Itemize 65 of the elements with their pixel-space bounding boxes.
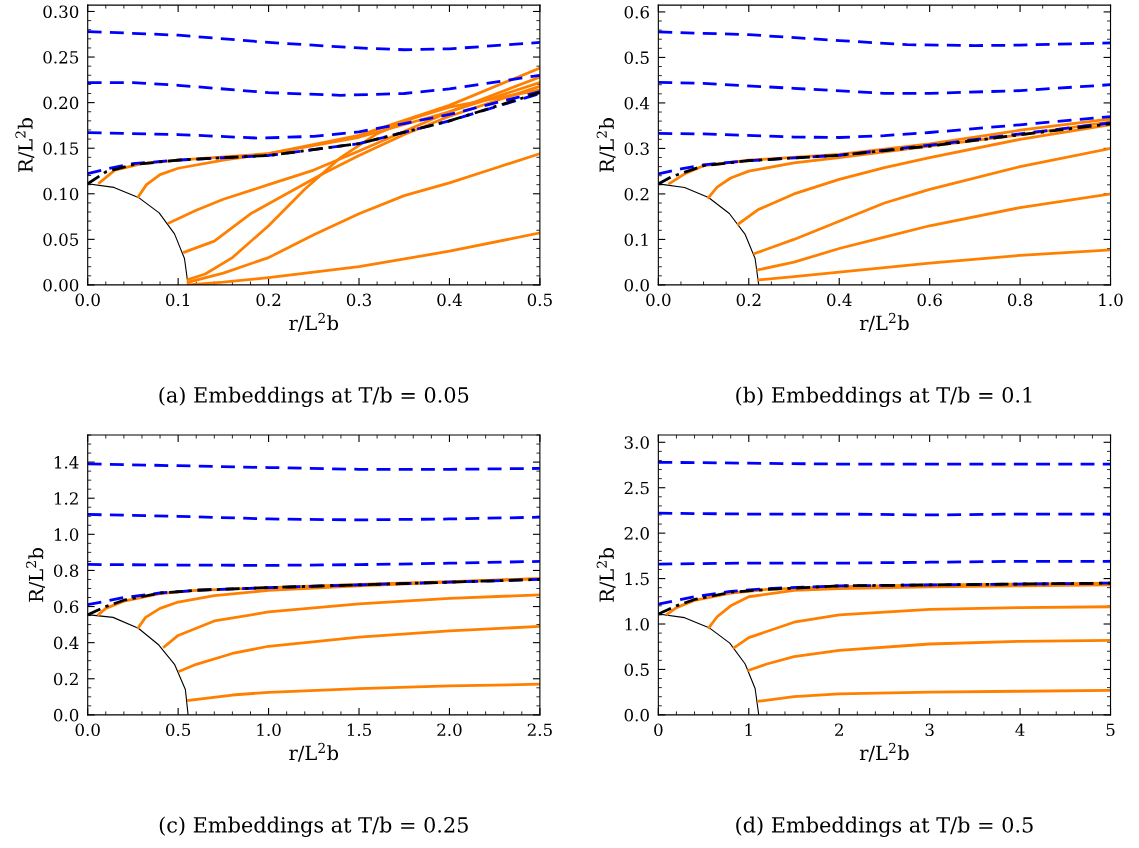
y-tick-label: 0.3 <box>624 142 649 155</box>
y-tick-label: 0.5 <box>624 663 649 676</box>
y-tick-label: 0.00 <box>43 278 79 292</box>
y-tick-label: 2.5 <box>624 481 649 495</box>
y-tick-label: 3.0 <box>624 436 649 449</box>
y-tick-label: 0.25 <box>43 51 79 64</box>
y-tick-label: 1.2 <box>54 492 78 505</box>
x-tick-label: 4 <box>1015 723 1025 736</box>
x-tick-label: 3 <box>925 723 934 737</box>
x-tick-label: 0.3 <box>346 293 372 307</box>
y-tick-label: 0.2 <box>624 187 649 201</box>
x-tick-label: 0.2 <box>736 293 761 307</box>
y-axis-title: R/L$^{2}$b <box>596 118 616 172</box>
y-tick-label: 1.5 <box>625 572 649 586</box>
text: (a) Embeddings at T/b = 0.05 <box>159 386 469 408</box>
text: (d) Embeddings at T/b = 0.5 <box>736 816 1033 838</box>
y-tick-label: 0.20 <box>43 96 79 110</box>
x-tick-label: 1.0 <box>1099 293 1123 307</box>
text: (b) Embeddings at T/b = 0.1 <box>736 386 1032 408</box>
y-tick-label: 0.30 <box>43 5 79 19</box>
y-tick-label: 0.15 <box>43 142 79 155</box>
x-tick-label: 2.5 <box>527 723 552 737</box>
y-tick-label: 0.8 <box>53 564 79 577</box>
text: (c) Embeddings at T/b = 0.25 <box>159 816 468 838</box>
x-tick-label: 0.6 <box>917 293 942 307</box>
x-tick-label: 2 <box>835 723 843 736</box>
y-tick-label: 0.5 <box>624 51 649 64</box>
y-tick-label: 1.0 <box>625 617 649 631</box>
y-tick-label: 0.6 <box>624 5 649 19</box>
x-tick-label: 5 <box>1106 723 1115 737</box>
x-axis-title: r/L$^{2}$b <box>859 312 909 332</box>
y-tick-label: 1.0 <box>54 528 79 541</box>
y-tick-label: 1.4 <box>54 456 79 469</box>
x-tick-label: 0.4 <box>437 293 462 307</box>
y-tick-label: 0.1 <box>624 233 648 246</box>
y-tick-label: 0.0 <box>624 708 649 722</box>
y-tick-label: 2.0 <box>624 527 649 540</box>
x-tick-label: 0.0 <box>646 293 671 307</box>
x-tick-label: 0.5 <box>165 723 191 737</box>
y-tick-label: 0.0 <box>624 278 649 292</box>
x-tick-label: 1 <box>745 723 752 736</box>
x-tick-label: 1.0 <box>257 723 281 737</box>
x-tick-label: 0.8 <box>1007 293 1033 307</box>
y-tick-label: 0.4 <box>624 96 650 110</box>
x-tick-label: 0.5 <box>527 293 552 307</box>
x-axis-title: r/L$^{2}$b <box>859 742 909 762</box>
y-tick-label: 0.05 <box>43 233 79 246</box>
y-tick-label: 0.0 <box>53 708 79 722</box>
x-tick-label: 0.4 <box>827 293 852 307</box>
y-tick-label: 0.6 <box>53 600 79 614</box>
y-axis-title: R/L$^{2}$b <box>25 548 45 602</box>
y-axis-title: R/L$^{2}$b <box>15 118 35 172</box>
y-tick-label: 0.10 <box>43 187 79 201</box>
x-tick-label: 0 <box>654 723 663 737</box>
x-tick-label: 0.2 <box>256 293 281 307</box>
y-tick-label: 0.2 <box>53 672 78 686</box>
x-tick-label: 0.1 <box>165 293 190 307</box>
y-tick-label: 0.4 <box>53 636 79 650</box>
x-axis-title: r/L$^{2}$b <box>289 312 339 332</box>
x-axis-title: r/L$^{2}$b <box>289 742 339 762</box>
x-tick-label: 0.0 <box>75 293 100 307</box>
y-axis-title: R/L$^{2}$b <box>596 548 616 602</box>
x-tick-label: 1.5 <box>347 723 371 737</box>
x-tick-label: 2.0 <box>437 723 462 737</box>
x-tick-label: 0.0 <box>75 723 100 737</box>
